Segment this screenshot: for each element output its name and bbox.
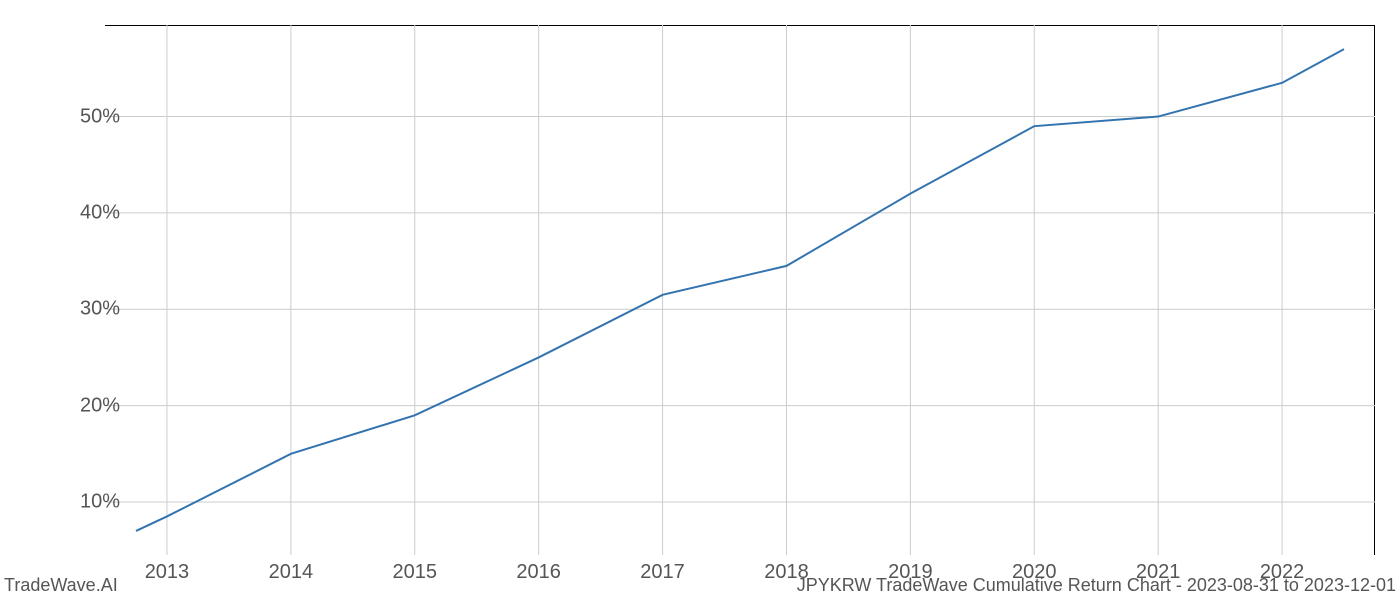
y-tick-label: 50%	[80, 105, 120, 128]
y-tick-label: 20%	[80, 394, 120, 417]
x-tick-label: 2014	[269, 561, 314, 584]
return-line	[136, 49, 1344, 531]
footer-caption: JPYKRW TradeWave Cumulative Return Chart…	[797, 575, 1396, 596]
y-tick-label: 10%	[80, 491, 120, 514]
footer-brand: TradeWave.AI	[4, 575, 118, 596]
chart-plot-area	[105, 25, 1375, 555]
y-tick-label: 40%	[80, 201, 120, 224]
line-series-svg	[105, 25, 1375, 555]
x-tick-label: 2013	[145, 561, 190, 584]
y-tick-label: 30%	[80, 298, 120, 321]
x-tick-label: 2015	[393, 561, 438, 584]
x-tick-label: 2017	[640, 561, 685, 584]
x-tick-label: 2016	[516, 561, 561, 584]
